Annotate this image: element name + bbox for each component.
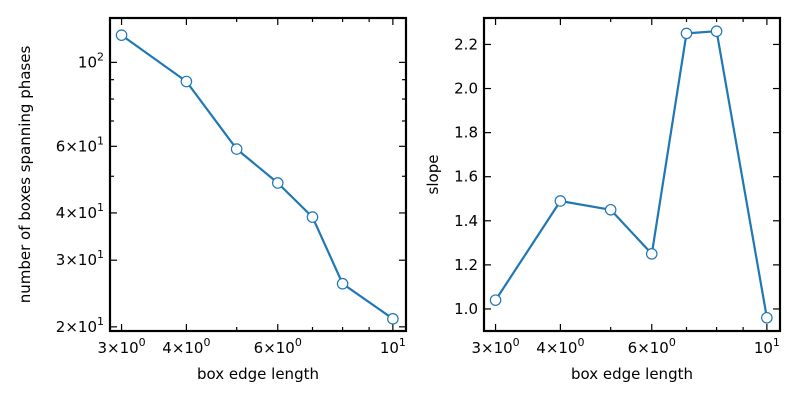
y-tick-label: 2.0 — [454, 80, 478, 98]
data-point — [762, 313, 772, 323]
tick-ten: 10 — [78, 137, 97, 155]
tick-mantissa: 3 — [97, 339, 107, 357]
tick-ten: 10 — [276, 339, 295, 357]
x-tick-label: 6×100 — [628, 336, 676, 357]
tick-exponent: 0 — [295, 336, 302, 349]
tick-ten: 10 — [120, 339, 139, 357]
axes-frame — [110, 18, 406, 331]
tick-exponent: 0 — [203, 336, 210, 349]
data-point — [231, 144, 241, 154]
y-tick-label: 3×101 — [56, 248, 104, 269]
x-axis-label: box edge length — [571, 365, 693, 383]
data-point — [681, 28, 691, 38]
tick-times: × — [65, 318, 78, 336]
y-tick-label: 1.6 — [454, 168, 478, 186]
tick-exponent: 1 — [97, 315, 104, 328]
series-line — [122, 35, 393, 319]
tick-times: × — [481, 339, 494, 357]
data-point — [273, 178, 283, 188]
tick-ten: 10 — [78, 53, 97, 71]
tick-times: × — [172, 339, 185, 357]
y-axis-label: slope — [424, 155, 442, 195]
data-point — [388, 314, 398, 324]
tick-ten: 10 — [78, 318, 97, 336]
data-point — [307, 212, 317, 222]
tick-ten: 10 — [650, 339, 669, 357]
x-tick-label: 6×100 — [254, 336, 302, 357]
tick-times: × — [637, 339, 650, 357]
tick-mantissa: 3 — [56, 251, 66, 269]
tick-exponent: 0 — [669, 336, 676, 349]
y-tick-label: 1.0 — [454, 300, 478, 318]
tick-mantissa: 3 — [471, 339, 481, 357]
data-point — [116, 30, 126, 40]
tick-mantissa: 4 — [536, 339, 546, 357]
tick-exponent: 1 — [773, 336, 780, 349]
y-tick-label: 1.2 — [454, 256, 478, 274]
x-tick-label: 3×100 — [471, 336, 519, 357]
tick-ten: 10 — [558, 339, 577, 357]
y-axis-label: number of boxes spanning phases — [16, 46, 34, 304]
data-point — [605, 205, 615, 215]
tick-ten: 10 — [184, 339, 203, 357]
y-tick-label: 1.8 — [454, 124, 478, 142]
y-tick-label: 102 — [78, 50, 104, 71]
tick-ten: 10 — [754, 339, 773, 357]
axes-frame — [484, 18, 780, 331]
tick-exponent: 2 — [97, 50, 104, 63]
tick-exponent: 0 — [513, 336, 520, 349]
x-tick-label: 101 — [380, 336, 406, 357]
y-tick-label: 1.4 — [454, 212, 478, 230]
y-tick-label: 2.2 — [454, 35, 478, 53]
tick-ten: 10 — [78, 251, 97, 269]
y-tick-label: 2×101 — [56, 315, 104, 336]
chart-panel-right: 3×100 4×100 6×100 1011.01.21.41.61.82.02.2b… — [424, 18, 780, 383]
tick-exponent: 1 — [97, 201, 104, 214]
tick-times: × — [65, 204, 78, 222]
y-tick-label: 6×101 — [56, 134, 104, 155]
tick-times: × — [263, 339, 276, 357]
tick-times: × — [546, 339, 559, 357]
tick-mantissa: 6 — [628, 339, 638, 357]
tick-ten: 10 — [494, 339, 513, 357]
tick-mantissa: 4 — [162, 339, 172, 357]
data-point — [711, 26, 721, 36]
x-tick-label: 3×100 — [97, 336, 145, 357]
tick-exponent: 1 — [399, 336, 406, 349]
x-axis-label: box edge length — [197, 365, 319, 383]
tick-exponent: 1 — [97, 248, 104, 261]
tick-mantissa: 6 — [56, 137, 66, 155]
tick-mantissa: 6 — [254, 339, 264, 357]
tick-mantissa: 2 — [56, 318, 66, 336]
x-tick-label: 4×100 — [536, 336, 584, 357]
tick-exponent: 1 — [97, 134, 104, 147]
series-line — [496, 31, 767, 318]
data-point — [181, 76, 191, 86]
tick-times: × — [107, 339, 120, 357]
y-tick-label: 4×101 — [56, 201, 104, 222]
tick-times: × — [65, 137, 78, 155]
data-point — [647, 249, 657, 259]
tick-marks — [484, 18, 780, 331]
tick-marks — [110, 18, 406, 331]
tick-times: × — [65, 251, 78, 269]
x-tick-label: 4×100 — [162, 336, 210, 357]
data-point — [555, 196, 565, 206]
tick-exponent: 0 — [577, 336, 584, 349]
data-point — [337, 279, 347, 289]
tick-mantissa: 4 — [56, 204, 66, 222]
tick-exponent: 0 — [139, 336, 146, 349]
data-point — [490, 295, 500, 305]
tick-ten: 10 — [380, 339, 399, 357]
chart-panel-left: 3×100 4×100 6×100 1012×1013×1014×1016×10110… — [16, 18, 406, 383]
x-tick-label: 101 — [754, 336, 780, 357]
tick-ten: 10 — [78, 204, 97, 222]
